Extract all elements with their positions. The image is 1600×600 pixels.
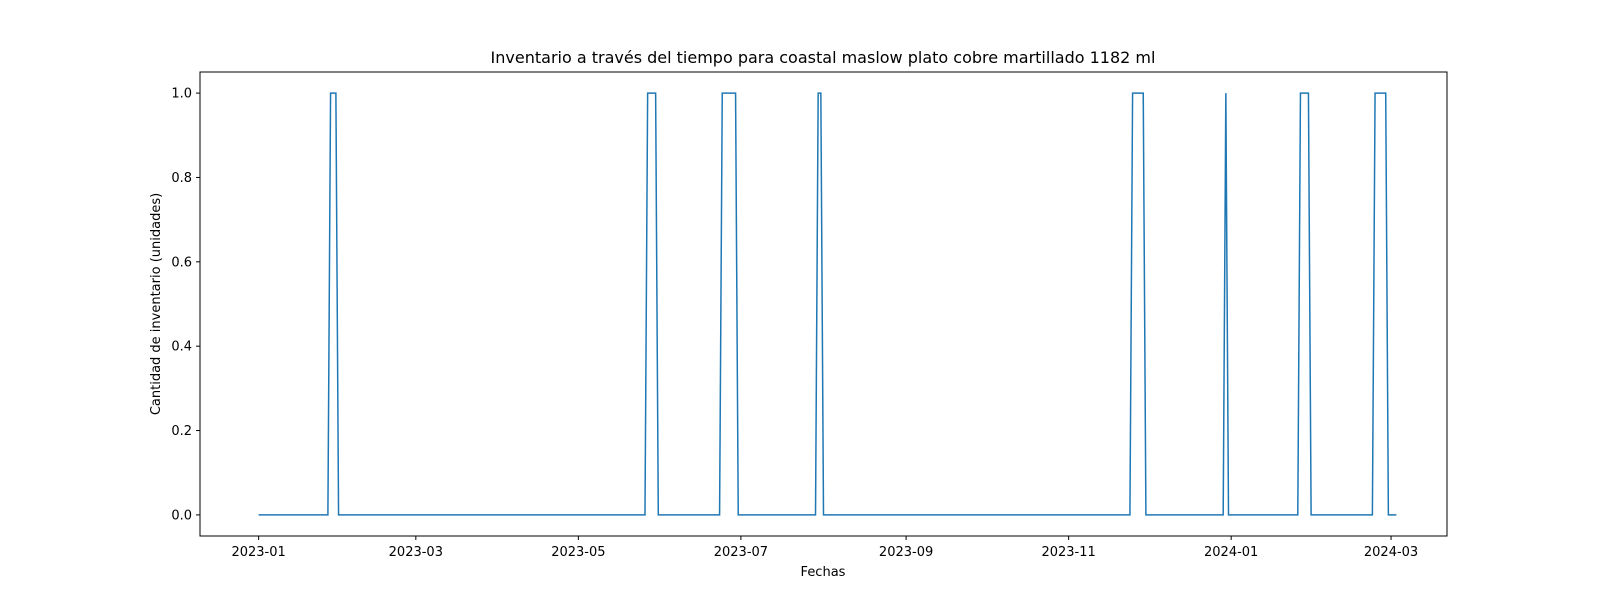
y-tick-label: 0.8 <box>171 171 192 186</box>
x-tick-label: 2023-09 <box>879 545 933 560</box>
x-tick-label: 2023-05 <box>551 545 605 560</box>
y-axis-label: Cantidad de inventario (unidades) <box>149 193 164 415</box>
plot-area <box>258 92 1397 516</box>
x-tick-label: 2023-01 <box>231 545 285 560</box>
x-tick-label: 2024-01 <box>1204 545 1258 560</box>
y-tick-label: 0.4 <box>171 340 192 355</box>
y-tick-label: 1.0 <box>171 87 192 102</box>
x-tick-label: 2024-03 <box>1364 545 1418 560</box>
x-tick-label: 2023-07 <box>714 545 768 560</box>
y-tick-label: 0.2 <box>171 424 192 439</box>
series-line-0 <box>258 92 1397 516</box>
x-axis-label: Fechas <box>801 565 846 580</box>
y-tick-label: 0.0 <box>171 508 192 523</box>
x-tick-label: 2023-11 <box>1041 545 1095 560</box>
axes-frame <box>199 71 1448 537</box>
y-tick-label: 0.6 <box>171 255 192 270</box>
x-axis: 2023-01 2023-03 2023-05 2023-07 2023-09 2023-… <box>231 536 1418 560</box>
chart-title: Inventario a través del tiempo para coas… <box>491 48 1156 67</box>
y-axis: 0.0 0.2 0.4 0.6 0.8 1.0 <box>171 87 200 523</box>
x-tick-label: 2023-03 <box>389 545 443 560</box>
